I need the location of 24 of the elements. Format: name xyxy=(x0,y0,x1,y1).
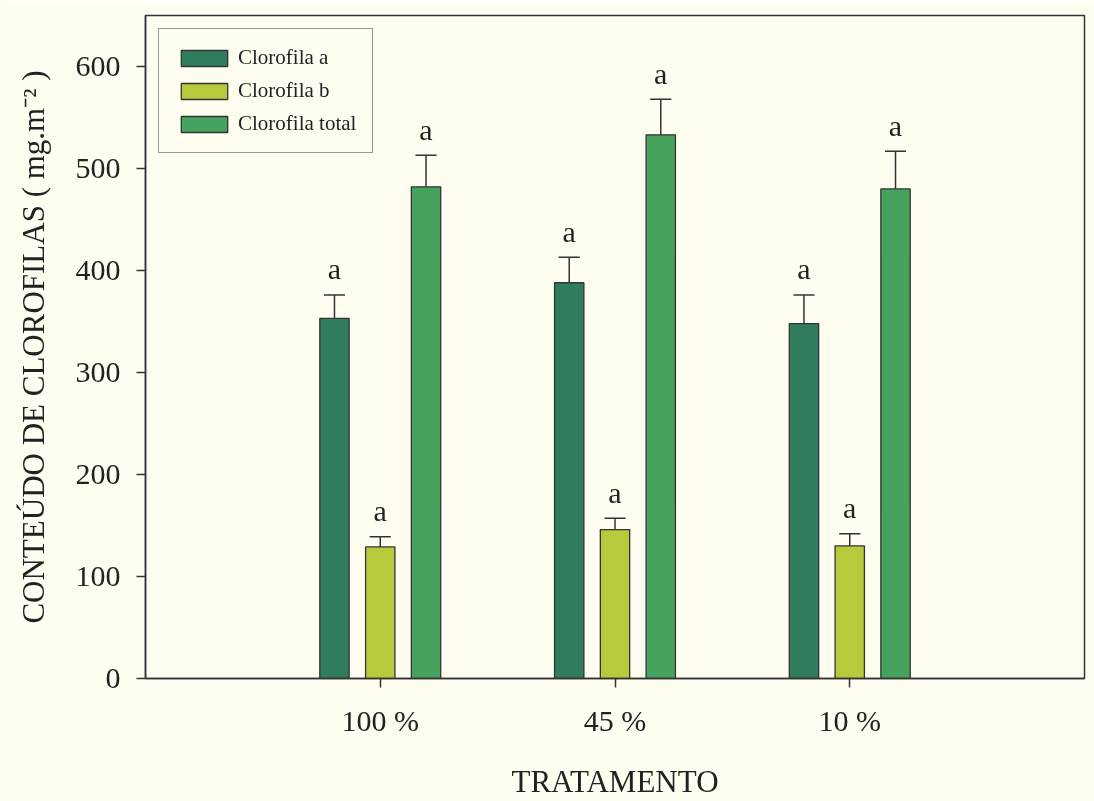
data-label: a xyxy=(327,252,342,286)
data-label: a xyxy=(608,475,622,509)
x-tick-label: 100 % xyxy=(341,703,419,737)
y-tick-label: 600 xyxy=(75,49,121,82)
data-label: a xyxy=(797,252,811,286)
legend-label: Clorofila total xyxy=(238,111,357,136)
legend-label: Clorofila a xyxy=(238,45,329,70)
legend-label: Clorofila b xyxy=(238,78,330,103)
y-tick-label: 0 xyxy=(105,661,121,694)
x-axis-title: TRATAMENTO xyxy=(511,763,719,799)
data-label: a xyxy=(654,56,668,90)
y-tick-label: 200 xyxy=(75,457,121,490)
y-tick-label: 100 xyxy=(75,559,121,592)
data-label: a xyxy=(843,491,857,525)
y-axis-title: CONTEÚDO DE CLOROFILAS ( mg.m⁻² ) xyxy=(15,70,51,624)
data-label: a xyxy=(562,214,576,248)
data-label: a xyxy=(888,108,903,142)
data-label: a xyxy=(373,494,387,528)
y-tick-label: 300 xyxy=(75,355,121,388)
y-tick-label: 400 xyxy=(75,253,121,286)
x-tick-label: 10 % xyxy=(818,703,881,737)
x-tick-label: 45 % xyxy=(583,703,647,737)
y-tick-label: 500 xyxy=(75,151,121,184)
data-label: a xyxy=(419,112,433,146)
